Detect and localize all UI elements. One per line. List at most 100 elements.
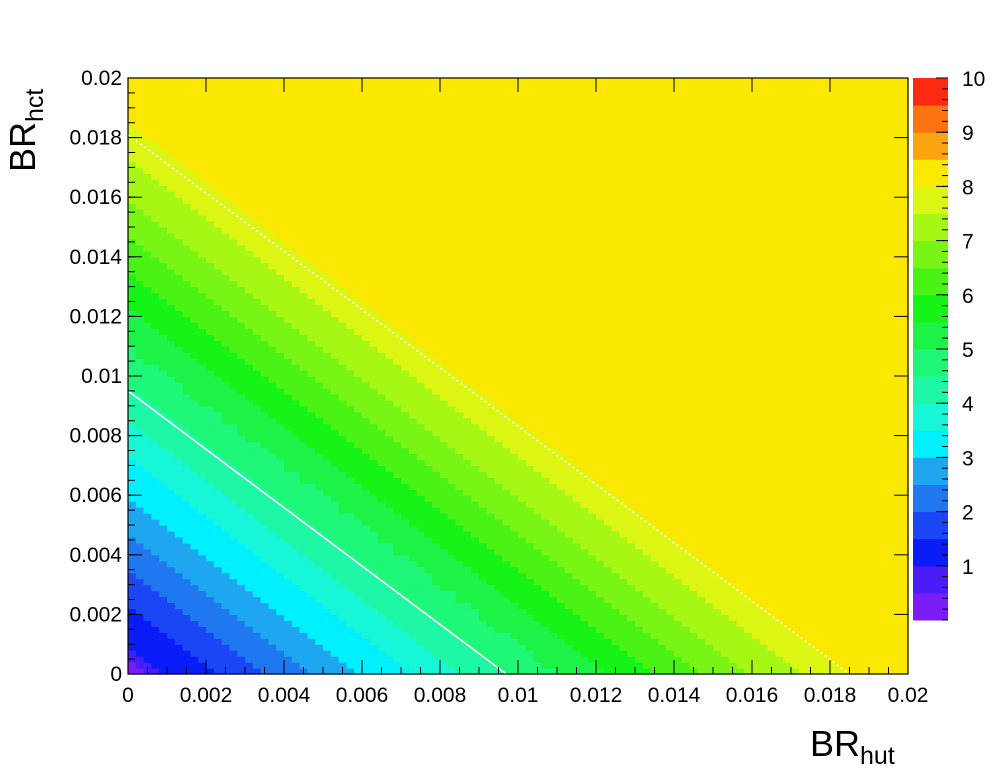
- heatmap-cell: [167, 250, 176, 258]
- heatmap-cell: [221, 477, 230, 484]
- heatmap-cell: [408, 298, 418, 306]
- heatmap-cell: [206, 417, 215, 425]
- heatmap-cell: [198, 215, 207, 222]
- heatmap-cell: [299, 513, 308, 520]
- heatmap-cell: [408, 107, 418, 115]
- heatmap-cell: [190, 358, 199, 365]
- heatmap-cell: [362, 650, 371, 657]
- heatmap-cell: [237, 662, 246, 669]
- heatmap-cell: [338, 83, 347, 91]
- heatmap-cell: [167, 274, 176, 282]
- heatmap-cell: [307, 608, 316, 615]
- heatmap-cell: [307, 161, 316, 168]
- heatmap-cell: [276, 131, 285, 139]
- heatmap-cell: [307, 513, 316, 520]
- heatmap-cell: [323, 429, 332, 437]
- heatmap-cell: [260, 292, 269, 300]
- heatmap-cell: [346, 262, 355, 270]
- heatmap-cell: [268, 554, 277, 562]
- heatmap-cell: [229, 227, 238, 234]
- heatmap-cell: [330, 119, 340, 127]
- heatmap-cell: [463, 417, 472, 425]
- heatmap-cell: [323, 620, 332, 627]
- heatmap-cell: [463, 578, 472, 586]
- heatmap-cell: [237, 322, 246, 329]
- heatmap-cell: [362, 417, 371, 425]
- heatmap-cell: [455, 78, 464, 85]
- heatmap-cell: [299, 560, 308, 568]
- heatmap-cell: [494, 465, 503, 472]
- heatmap-cell: [432, 590, 441, 598]
- heatmap-cell: [245, 173, 254, 180]
- heatmap-cell: [299, 596, 308, 604]
- heatmap-cell: [455, 238, 464, 246]
- heatmap-cell: [323, 280, 332, 288]
- heatmap-cell: [330, 149, 340, 157]
- heatmap-cell: [213, 459, 223, 466]
- heatmap-cell: [143, 274, 152, 282]
- heatmap-cell: [432, 197, 441, 204]
- heatmap-cell: [174, 656, 184, 663]
- heatmap-cell: [346, 143, 355, 151]
- heatmap-cell: [299, 644, 308, 651]
- heatmap-cell: [401, 83, 410, 91]
- heatmap-cell: [198, 256, 207, 264]
- heatmap-cell: [245, 608, 254, 615]
- heatmap-cell: [268, 507, 277, 514]
- heatmap-cell: [291, 286, 301, 294]
- heatmap-cell: [463, 501, 472, 508]
- heatmap-cell: [299, 578, 308, 586]
- heatmap-cell: [284, 614, 293, 621]
- heatmap-cell: [307, 125, 316, 133]
- heatmap-cell: [463, 185, 472, 192]
- heatmap-cell: [151, 608, 160, 615]
- heatmap-cell: [151, 137, 160, 145]
- heatmap-cell: [401, 149, 410, 157]
- heatmap-cell: [198, 244, 207, 252]
- heatmap-cell: [206, 459, 215, 466]
- heatmap-cell: [408, 310, 418, 317]
- heatmap-cell: [229, 262, 238, 270]
- heatmap-cell: [486, 304, 496, 312]
- heatmap-cell: [362, 310, 371, 317]
- heatmap-cell: [354, 668, 363, 675]
- heatmap-cell: [315, 322, 324, 329]
- heatmap-cell: [151, 530, 160, 538]
- heatmap-cell: [268, 411, 277, 419]
- heatmap-cell: [182, 632, 191, 639]
- heatmap-cell: [182, 197, 191, 204]
- heatmap-cell: [167, 536, 176, 544]
- heatmap-cell: [362, 453, 371, 461]
- heatmap-cell: [245, 161, 254, 168]
- heatmap-cell: [299, 495, 308, 502]
- heatmap-cell: [198, 620, 207, 627]
- heatmap-cell: [198, 566, 207, 574]
- heatmap-cell: [315, 107, 324, 115]
- heatmap-cell: [237, 525, 246, 532]
- heatmap-cell: [284, 280, 293, 288]
- heatmap-cell: [221, 405, 230, 413]
- heatmap-cell: [299, 465, 308, 472]
- heatmap-cell: [237, 459, 246, 466]
- heatmap-cell: [354, 477, 363, 484]
- heatmap-cell: [502, 191, 511, 198]
- heatmap-cell: [245, 507, 254, 514]
- heatmap-cell: [284, 334, 293, 341]
- heatmap-cell: [213, 328, 223, 335]
- heatmap-cell: [416, 387, 425, 395]
- heatmap-cell: [128, 572, 137, 580]
- heatmap-cell: [221, 614, 230, 621]
- heatmap-cell: [245, 429, 254, 437]
- heatmap-cell: [159, 566, 168, 574]
- heatmap-cell: [393, 203, 402, 210]
- heatmap-cell: [385, 644, 394, 651]
- heatmap-cell: [463, 113, 472, 121]
- heatmap-cell: [494, 131, 503, 139]
- heatmap-cell: [245, 381, 254, 389]
- heatmap-cell: [424, 376, 433, 383]
- heatmap-cell: [432, 387, 441, 395]
- heatmap-cell: [369, 250, 379, 258]
- heatmap-cell: [323, 185, 332, 192]
- heatmap-cell: [338, 215, 347, 222]
- heatmap-cell: [206, 119, 215, 127]
